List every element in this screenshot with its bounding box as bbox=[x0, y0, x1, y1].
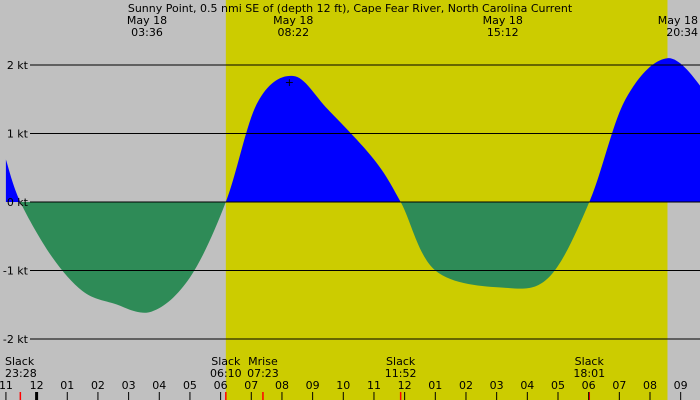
event-time: 07:23 bbox=[247, 367, 279, 380]
extremum-time: 20:34 bbox=[666, 26, 698, 39]
event-time: 06:10 bbox=[210, 367, 242, 380]
ebb-current-area bbox=[5, 202, 700, 313]
extremum-date: May 18 bbox=[483, 14, 523, 27]
extremum-time: 08:22 bbox=[277, 26, 309, 39]
y-tick-label: 1 kt bbox=[7, 128, 29, 141]
x-tick-label: 10 bbox=[336, 379, 350, 392]
event-label: Slack bbox=[386, 355, 416, 368]
x-tick-label: 01 bbox=[428, 379, 442, 392]
event-label: Slack bbox=[211, 355, 241, 368]
x-tick-label: 03 bbox=[490, 379, 504, 392]
event-time: 23:28 bbox=[5, 367, 37, 380]
x-tick-label: 03 bbox=[122, 379, 136, 392]
y-axis-ticks: 2 kt 1 kt 0 kt -1 kt -2 kt bbox=[3, 59, 29, 346]
flood-current-area bbox=[5, 58, 700, 202]
extremum-date: May 18 bbox=[658, 14, 698, 27]
chart-title: Sunny Point, 0.5 nmi SE of (depth 12 ft)… bbox=[128, 2, 573, 15]
x-tick-label: 01 bbox=[60, 379, 74, 392]
x-tick-label: 09 bbox=[674, 379, 688, 392]
y-tick-label: 2 kt bbox=[7, 59, 29, 72]
x-tick-label: 11 bbox=[0, 379, 13, 392]
x-tick-label: 06 bbox=[214, 379, 228, 392]
y-tick-label: -1 kt bbox=[3, 265, 29, 278]
x-tick-label: 12 bbox=[398, 379, 412, 392]
extremum-time: 15:12 bbox=[487, 26, 519, 39]
gridlines bbox=[30, 64, 700, 340]
y-tick-label: 0 kt bbox=[7, 196, 29, 209]
event-label: Slack bbox=[575, 355, 605, 368]
x-tick-label: 06 bbox=[582, 379, 596, 392]
y-tick-label: -2 kt bbox=[3, 333, 29, 346]
max-marker: + bbox=[285, 76, 294, 89]
x-tick-label: 02 bbox=[459, 379, 473, 392]
x-tick-label: 11 bbox=[367, 379, 381, 392]
x-tick-label: 05 bbox=[183, 379, 197, 392]
x-tick-label: 07 bbox=[612, 379, 626, 392]
event-time: 11:52 bbox=[385, 367, 417, 380]
x-axis: 11 12 01 02 03 04 05 06 07 08 09 10 11 12 01 02 03 04 05 06… bbox=[0, 379, 688, 400]
event-label: Mrise bbox=[248, 355, 278, 368]
x-tick-label: 05 bbox=[551, 379, 565, 392]
event-label: Slack bbox=[5, 355, 35, 368]
x-tick-label: 08 bbox=[275, 379, 289, 392]
x-tick-label: 02 bbox=[91, 379, 105, 392]
x-tick-label: 12 bbox=[30, 379, 44, 392]
extremum-date: May 18 bbox=[127, 14, 167, 27]
event-labels: Slack23:28Slack06:10Mrise07:23Slack11:52… bbox=[5, 355, 605, 400]
x-tick-label: 04 bbox=[520, 379, 534, 392]
event-time: 18:01 bbox=[573, 367, 605, 380]
extremum-time: 03:36 bbox=[131, 26, 163, 39]
extremum-date: May 18 bbox=[273, 14, 313, 27]
x-tick-label: 09 bbox=[306, 379, 320, 392]
x-tick-label: 07 bbox=[244, 379, 258, 392]
x-tick-label: 08 bbox=[643, 379, 657, 392]
current-areas bbox=[5, 58, 700, 313]
x-tick-label: 04 bbox=[152, 379, 166, 392]
